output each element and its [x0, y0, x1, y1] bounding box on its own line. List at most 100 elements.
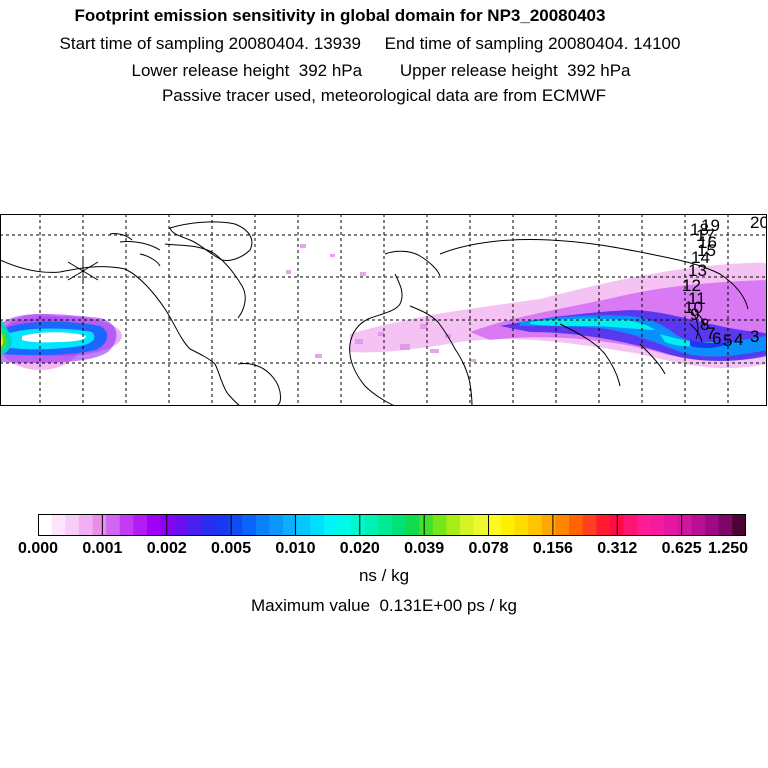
color-scale-bar [38, 514, 746, 536]
color-scale-cell [664, 514, 679, 536]
color-scale-tick-label: 0.625 [661, 540, 702, 557]
color-scale-cell [106, 514, 121, 536]
color-scale-cell [351, 514, 366, 536]
color-scale-cell [51, 514, 66, 536]
color-scale-cell [596, 514, 611, 536]
color-scale-cell [133, 514, 148, 536]
color-scale-cell [432, 514, 448, 536]
color-scale-cell [296, 514, 311, 536]
color-scale-cell [160, 514, 175, 536]
color-scale-cell [364, 514, 379, 536]
track-label: 3 [750, 327, 759, 346]
color-scale-cell [337, 514, 352, 536]
release-site-marker [67, 258, 99, 284]
color-scale-cell [569, 514, 584, 536]
track-label: 9 [690, 305, 699, 324]
track-label: 4 [734, 330, 743, 349]
trajectory-labels: 19 18 17 16 15 14 13 12 11 10 9 8 7 6 5 … [682, 214, 767, 350]
color-scale-cell [228, 514, 243, 536]
color-scale-cell [215, 514, 230, 536]
coastlines [0, 221, 749, 406]
color-scale-cell [174, 514, 189, 536]
color-scale-cell [582, 514, 597, 536]
sampling-time-line: Start time of sampling 20080404. 13939 E… [59, 34, 681, 53]
color-scale-cell [446, 514, 461, 536]
color-scale-cell [650, 514, 665, 536]
greenland-coast [169, 221, 253, 261]
color-scale-cell [691, 514, 706, 536]
color-scale-cell [677, 514, 693, 536]
color-scale-cell [269, 514, 284, 536]
color-scale-cell [65, 514, 80, 536]
track-label: 20 [750, 214, 767, 232]
track-label: 13 [688, 261, 707, 280]
track-label: 15 [697, 241, 716, 260]
north-america-coast [0, 243, 246, 406]
scale-unit-label: ns / kg [358, 566, 410, 585]
color-scale-cell [255, 514, 271, 536]
color-scale-cell [283, 514, 298, 536]
track-label: 10 [684, 298, 703, 317]
color-scale-tick-label: 0.020 [339, 540, 380, 557]
color-scale-tick-label: 1.250 [707, 540, 749, 557]
track-label: 17 [696, 226, 715, 245]
color-scale-cell [92, 514, 107, 536]
footprint-map: 19 18 17 16 15 14 13 12 11 10 9 8 7 6 5 … [0, 214, 767, 406]
asia-coast [439, 239, 749, 387]
grid-lines [0, 214, 767, 406]
map-frame [0, 214, 767, 406]
track-label: 12 [682, 276, 701, 295]
release-height-line: Lower release height 392 hPa Upper relea… [131, 61, 631, 80]
color-scale-ticks [101, 514, 683, 536]
tracer-info-line: Passive tracer used, meteorological data… [161, 86, 607, 105]
color-scale-cell [500, 514, 516, 536]
color-scale-cell [473, 514, 488, 536]
color-scale-cell [242, 514, 257, 536]
track-label: 11 [688, 289, 706, 308]
color-scale-tick-label: 0.001 [82, 540, 123, 557]
track-label: 6 [712, 329, 721, 348]
color-scale-tick-label: 0.005 [211, 540, 252, 557]
color-scale-cell [555, 514, 570, 536]
color-scale-cell [119, 514, 134, 536]
color-scale-cell [78, 514, 94, 536]
color-scale-cell [528, 514, 543, 536]
color-scale-cell [201, 514, 216, 536]
color-scale-cell [392, 514, 407, 536]
color-scale-cell [460, 514, 475, 536]
color-scale-cell [732, 514, 746, 536]
color-scale-cell [323, 514, 339, 536]
track-label: 7 [706, 324, 715, 343]
color-scale-cell [187, 514, 202, 536]
color-scale-cell [378, 514, 393, 536]
color-scale-tick-label: 0.078 [468, 540, 509, 557]
asia-plume [350, 262, 767, 369]
color-scale-tick-label: 0.000 [17, 540, 59, 557]
sensitivity-plume [0, 244, 767, 370]
color-scale-frame [38, 514, 746, 536]
color-scale-cell [405, 514, 420, 536]
pacific-plume [0, 313, 122, 370]
color-scale-cell [637, 514, 652, 536]
track-label: 5 [723, 331, 732, 350]
color-scale-tick-label: 0.010 [275, 540, 316, 557]
track-label: 18 [690, 220, 709, 239]
color-scale-tick-label: 0.156 [532, 540, 573, 557]
color-scale-tick-label: 0.312 [597, 540, 638, 557]
color-scale-tick-label: 0.039 [404, 540, 445, 557]
figure-title: Footprint emission sensitivity in global… [74, 6, 606, 25]
color-scale-tick-label: 0.002 [146, 540, 187, 557]
track-label: 8 [700, 315, 709, 334]
color-scale-cell [705, 514, 720, 536]
color-scale-cell [487, 514, 502, 536]
color-scale-cell [623, 514, 638, 536]
color-scale-cell [541, 514, 556, 536]
color-scale-cell [514, 514, 529, 536]
track-label: 16 [698, 233, 717, 252]
color-scale-cell [718, 514, 733, 536]
color-scale-cells [38, 514, 746, 536]
europe-africa-coast [349, 250, 473, 406]
color-scale-cell [310, 514, 325, 536]
maximum-value-label: Maximum value 0.131E+00 ps / kg [251, 596, 517, 615]
color-scale-cell [38, 514, 53, 536]
